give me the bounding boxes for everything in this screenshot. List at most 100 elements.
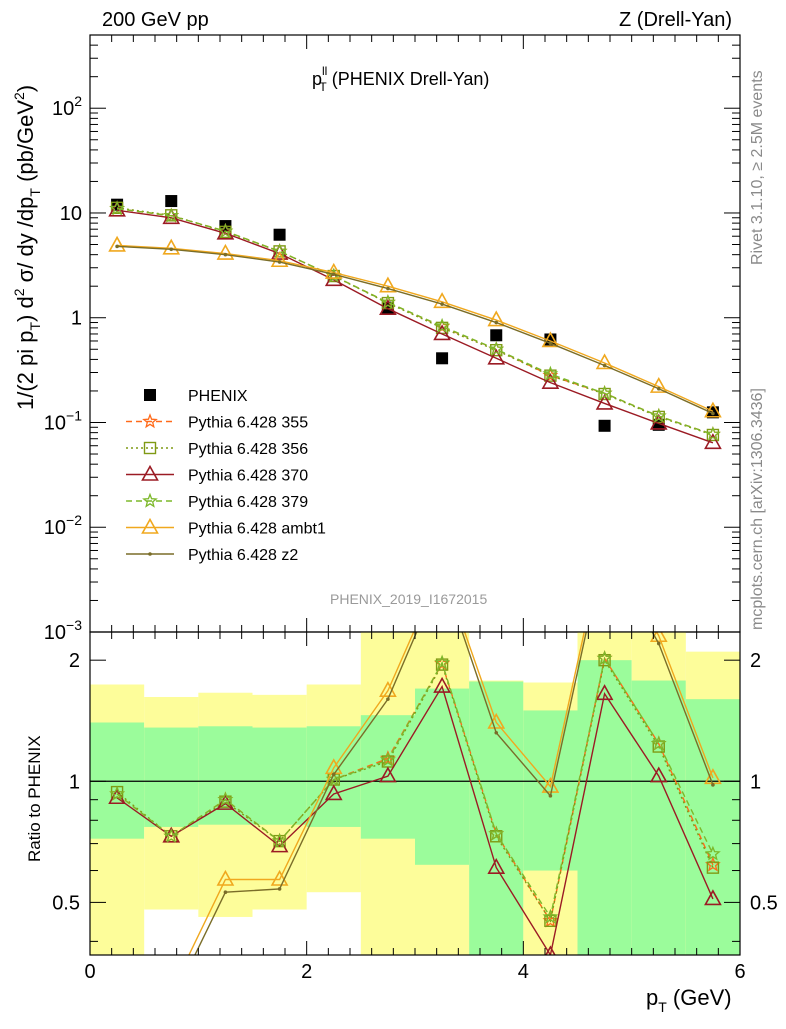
ratio-point xyxy=(109,785,126,801)
legend-label: Pythia 6.428 355 xyxy=(188,415,308,432)
legend-marker xyxy=(141,464,159,481)
data-point xyxy=(595,393,614,410)
legend-marker xyxy=(143,441,157,455)
data-point xyxy=(711,411,715,416)
x-tick-label: 6 xyxy=(734,961,745,983)
x-tick-label: 4 xyxy=(518,961,529,983)
legend-marker xyxy=(144,389,156,401)
legend: PHENIX Pythia 6.428 355 Pythia 6.428 356 Py… xyxy=(126,388,326,564)
ratio-point xyxy=(597,531,612,545)
data-point xyxy=(488,341,505,356)
legend-marker xyxy=(141,517,159,534)
y-tick-label: 10 xyxy=(60,203,82,225)
inner-band-bin xyxy=(685,699,740,955)
ratio-point xyxy=(163,828,180,843)
ratio-point xyxy=(434,654,451,670)
ratio-point xyxy=(704,845,721,861)
uncertainty-bands xyxy=(90,632,740,955)
data-point xyxy=(650,407,667,423)
ratio-y-tick-label-right: 0.5 xyxy=(750,892,778,914)
data-point xyxy=(602,363,607,368)
data-point xyxy=(162,238,181,255)
data-point xyxy=(331,272,336,277)
legend-label: Pythia 6.428 370 xyxy=(188,468,308,485)
ratio-point xyxy=(433,676,451,693)
data-point xyxy=(109,200,126,216)
ratio-point xyxy=(379,766,397,783)
ratio-point xyxy=(545,945,556,955)
data-point xyxy=(108,235,126,252)
legend-label: Pythia 6.428 z2 xyxy=(188,547,298,564)
ratio-point xyxy=(596,650,613,666)
ratio-line-4 xyxy=(188,632,714,955)
ratio-line-2 xyxy=(116,684,714,955)
ratio-point xyxy=(711,783,715,787)
series-line-6 xyxy=(117,245,714,415)
ratio-point xyxy=(115,973,119,977)
data-point xyxy=(217,222,234,238)
ratio-point xyxy=(435,559,450,573)
ratio-point xyxy=(217,791,234,807)
ratio-y-tick-label-right: 1 xyxy=(750,771,761,793)
data-point xyxy=(379,294,396,310)
data-point xyxy=(596,385,613,400)
data-point xyxy=(704,426,721,442)
ratio-point xyxy=(488,825,505,841)
ratio-point xyxy=(216,869,235,886)
ratio-point xyxy=(110,957,125,971)
inner-band-bin xyxy=(198,726,253,825)
ratio-point xyxy=(223,890,228,895)
top-panel: 10−3 10−2 10−1 1 10 102 PHENIX Pythia 6.428 355… xyxy=(44,34,741,644)
ratio-point xyxy=(379,751,396,767)
ratio-y-tick-label-right: 2 xyxy=(750,650,761,672)
x-tick-label: 0 xyxy=(84,961,95,983)
legend-label: Pythia 6.428 ambt1 xyxy=(188,521,326,538)
inner-band-bin xyxy=(523,710,578,871)
inner-band-bin xyxy=(252,727,307,825)
x-axis-label: pT (GeV) xyxy=(646,985,732,1015)
data-point xyxy=(379,276,397,293)
ratio-y-tick-label: 1 xyxy=(69,771,80,793)
data-point xyxy=(270,243,289,260)
data-point xyxy=(165,195,178,208)
inner-band-bin xyxy=(469,681,524,955)
inner-band-bin xyxy=(577,660,632,955)
series-line-3 xyxy=(116,209,714,444)
data-point xyxy=(270,251,289,268)
legend-label: PHENIX xyxy=(188,388,248,405)
data-point xyxy=(115,244,119,249)
rivet-label: Rivet 3.1.10, ≥ 2.5M events xyxy=(749,70,766,265)
ratio-point xyxy=(162,826,181,843)
y-tick-label: 102 xyxy=(52,93,82,120)
ratio-y-tick-label: 2 xyxy=(69,650,80,672)
data-point xyxy=(433,292,451,309)
data-point xyxy=(163,207,180,223)
plot-title: pll T (PHENIX Drell-Yan) xyxy=(312,64,489,94)
ratio-point xyxy=(548,794,553,798)
data-point xyxy=(541,331,560,348)
legend-marker xyxy=(148,552,152,556)
header-right: Z (Drell-Yan) xyxy=(619,9,732,31)
ratio-point xyxy=(598,653,611,667)
mcplots-label: mcplots.cern.ch [arXiv:1306.3436] xyxy=(749,388,766,630)
legend-marker xyxy=(142,492,158,508)
ratio-y-axis-label: Ratio to PHENIX xyxy=(25,735,44,862)
series-line-4 xyxy=(116,207,714,436)
ratio-point xyxy=(704,889,722,906)
data-point xyxy=(649,376,668,393)
data-point xyxy=(487,310,506,327)
data-point xyxy=(223,252,228,257)
data-point xyxy=(434,317,451,333)
data-point xyxy=(541,373,560,389)
x-tick-label: 2 xyxy=(301,961,312,983)
data-point xyxy=(656,386,661,391)
top-frame xyxy=(89,34,741,633)
ratio-point xyxy=(542,908,559,924)
ratio-point xyxy=(656,641,661,646)
ratio-point xyxy=(270,869,289,886)
ratio-point xyxy=(649,766,668,783)
ratio-point xyxy=(435,658,449,671)
data-point xyxy=(548,341,553,346)
ratio-point xyxy=(277,887,282,891)
data-point xyxy=(704,401,722,418)
